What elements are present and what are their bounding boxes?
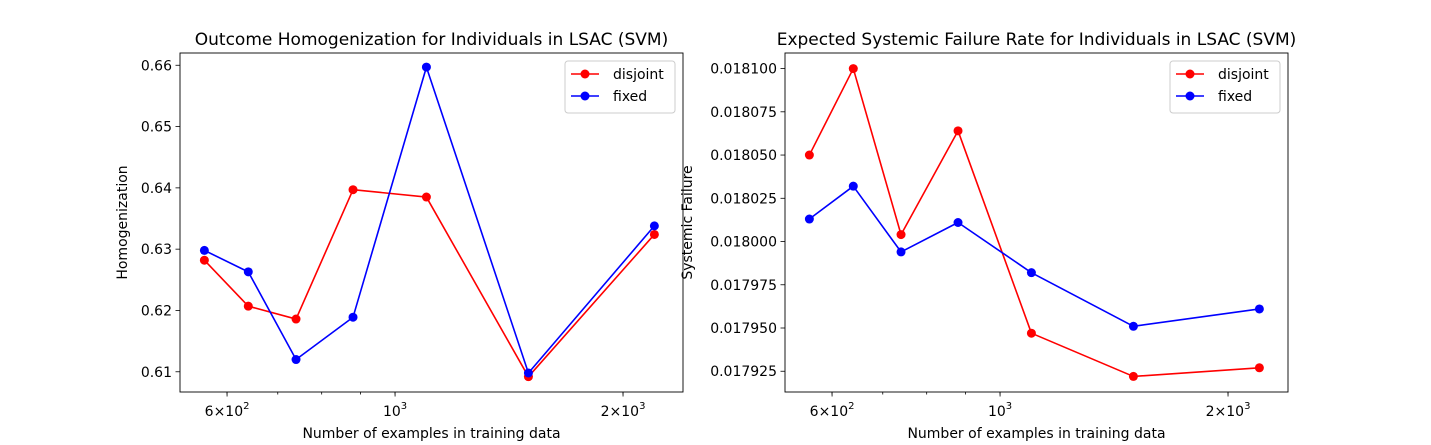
y-tick-label: 0.66 [141,58,172,74]
data-point-disjoint [1026,328,1036,338]
x-tick-label-base: 2 [601,404,610,420]
x-tick-label: 103 [988,401,1012,420]
y-tick-label: 0.62 [141,303,172,319]
legend-label-fixed: fixed [613,89,647,105]
legend: disjoint fixed [564,60,676,114]
plot-frame [784,52,1289,393]
y-tick-label: 0.018050 [710,148,777,164]
data-point-fixed [348,312,358,322]
legend-marker-disjoint [580,69,590,79]
data-point-fixed [848,181,858,191]
y-tick-label: 0.018075 [710,105,777,121]
data-point-disjoint [848,64,858,74]
x-tick-label-base: 6 [205,404,214,420]
data-point-disjoint [243,301,253,311]
chart-title: Outcome Homogenization for Individuals i… [195,30,668,50]
legend-marker-fixed [1185,91,1195,101]
y-tick-label: 0.018025 [710,191,777,207]
x-tick-label-mid: ×10 [610,404,640,420]
x-tick-label-exp: 2 [243,401,249,412]
data-point-fixed [1254,304,1264,314]
data-point-disjoint [804,150,814,160]
data-point-disjoint [1128,371,1138,381]
y-axis-label: Homogenization [115,165,131,279]
data-point-fixed [953,218,963,227]
y-tick-label: 0.017925 [710,364,777,380]
legend-label-disjoint: disjoint [1218,67,1269,83]
y-tick-label: 0.017950 [710,321,777,337]
data-point-disjoint [348,185,358,195]
x-tick-label-mid: ×10 [1215,404,1245,420]
y-tick-label: 0.65 [141,120,172,136]
chart-panel-2: Expected Systemic Failure Rate for Indiv… [680,30,1297,442]
x-tick-label: 2×103 [601,401,646,420]
data-point-fixed [896,247,906,257]
x-tick-label-exp: 3 [1006,401,1012,412]
y-tick-label: 0.63 [141,242,172,258]
y-tick-label: 0.018100 [710,62,777,78]
y-tick-label: 0.017975 [710,278,777,294]
data-point-fixed [1128,321,1138,331]
data-point-fixed [199,245,209,255]
y-tick-label: 0.018000 [710,235,777,251]
legend-label-disjoint: disjoint [613,67,664,83]
x-tick-label-mid: 10 [988,404,1006,420]
x-axis-label: Number of examples in training data [907,426,1165,441]
x-tick-label-exp: 3 [401,401,407,412]
x-tick-label: 6×102 [205,401,250,420]
legend: disjoint fixed [1169,60,1281,114]
data-point-disjoint [649,229,659,239]
legend-marker-fixed [580,91,590,101]
x-tick-label-base: 2 [1206,404,1215,420]
y-axis-label: Systemic Failure [680,165,696,279]
x-tick-label-mid: ×10 [214,404,244,420]
x-tick-label-exp: 3 [1244,401,1250,412]
x-tick-label-exp: 2 [848,401,854,412]
x-tick-label-exp: 3 [639,401,645,412]
y-tick-label: 0.64 [141,181,172,197]
y-tick-label: 0.61 [141,365,172,381]
x-tick-label: 2×103 [1206,401,1251,420]
legend-marker-disjoint [1185,69,1195,79]
legend-label-fixed: fixed [1218,89,1252,105]
chart-title: Expected Systemic Failure Rate for Indiv… [777,30,1297,50]
x-tick-label-base: 6 [810,404,819,420]
data-point-fixed [243,267,253,277]
data-point-disjoint [291,314,301,324]
chart-panel-1: Outcome Homogenization for Individuals i… [115,30,684,442]
data-point-disjoint [1254,363,1264,373]
data-point-disjoint [953,126,963,136]
data-point-fixed [649,221,659,231]
x-tick-label-mid: 10 [383,404,401,420]
x-tick-label: 6×102 [810,401,855,420]
x-tick-label-mid: ×10 [819,404,849,420]
series-line-disjoint [203,188,655,378]
data-point-fixed [1026,268,1036,278]
data-point-disjoint [896,230,906,240]
x-axis-label: Number of examples in training data [302,426,560,441]
data-point-fixed [421,62,431,72]
data-point-fixed [804,214,814,224]
plot-frame [179,52,684,393]
data-point-disjoint [199,255,209,265]
x-tick-label: 103 [383,401,407,420]
data-point-fixed [523,368,533,378]
series-line-fixed [808,185,1260,328]
data-point-fixed [291,355,301,365]
data-point-disjoint [421,192,431,202]
